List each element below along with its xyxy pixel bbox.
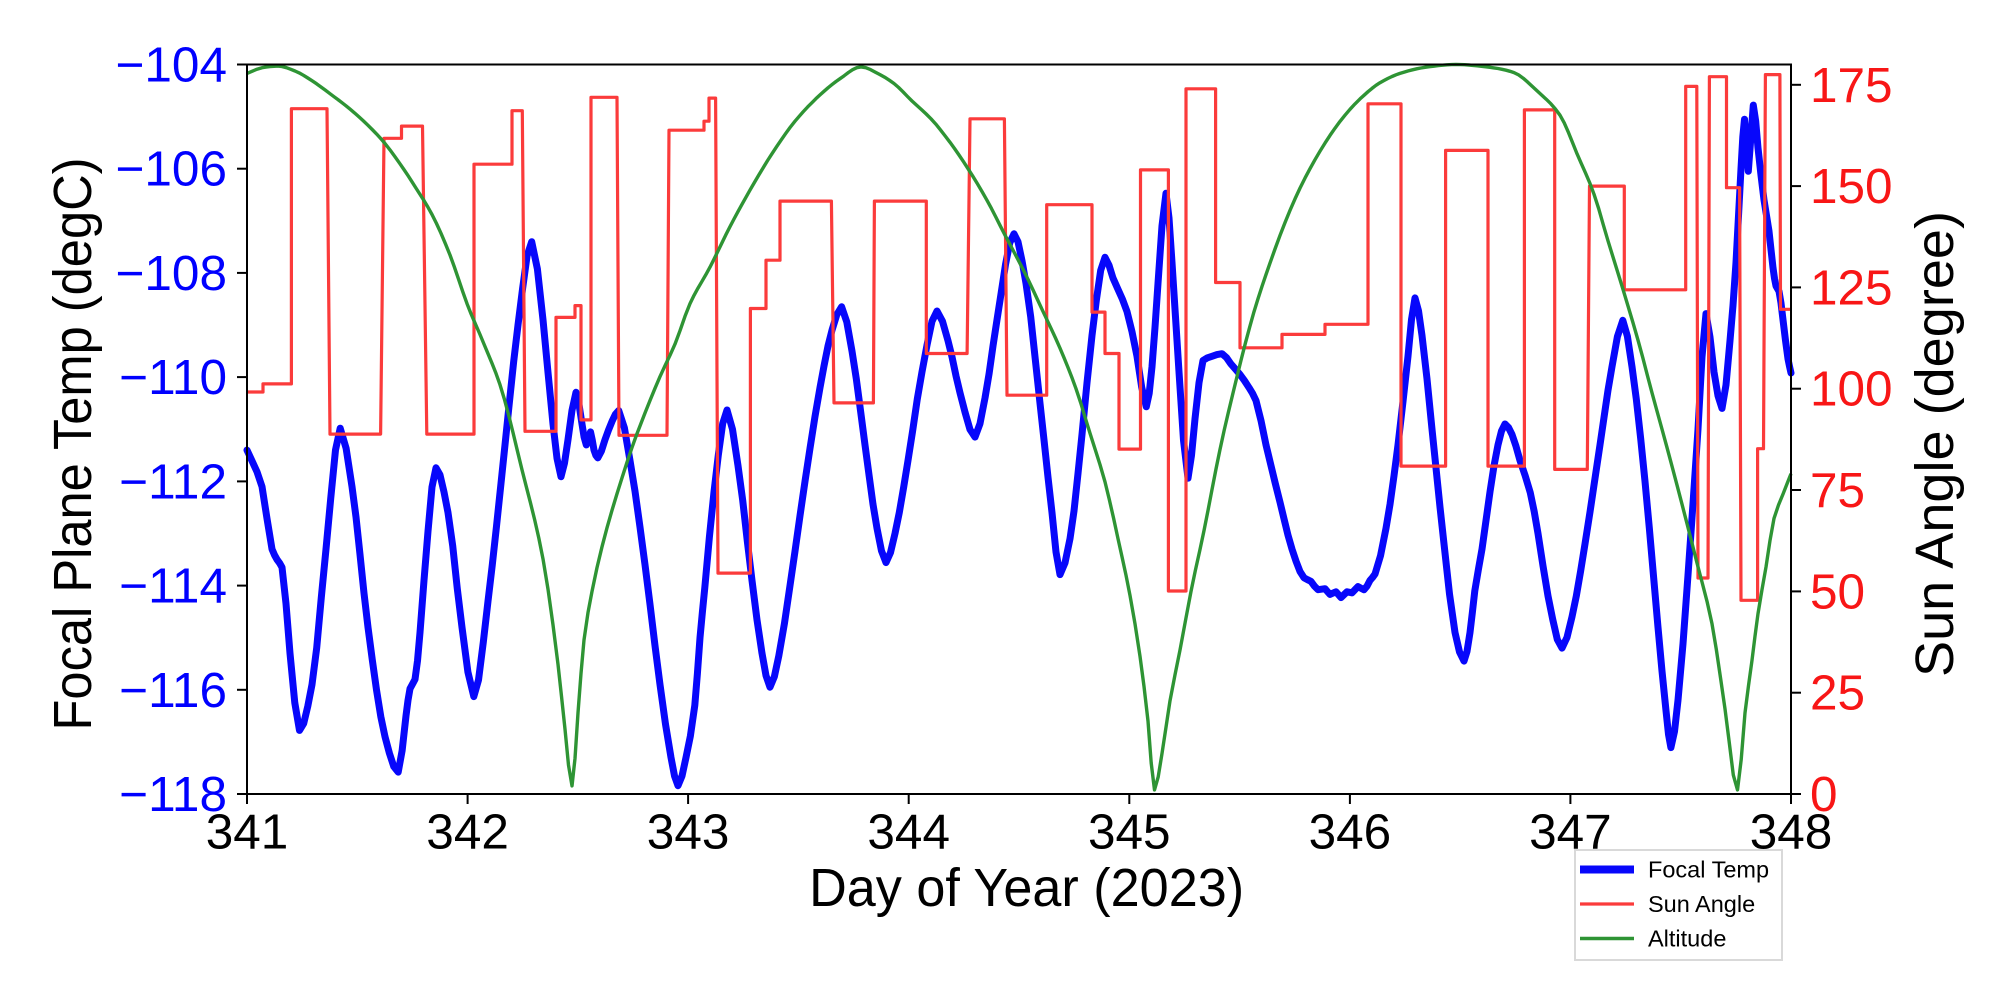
svg-text:175: 175 <box>1810 58 1893 113</box>
svg-text:344: 344 <box>867 805 950 860</box>
svg-text:125: 125 <box>1810 260 1893 315</box>
svg-text:−114: −114 <box>119 559 227 614</box>
svg-text:75: 75 <box>1810 463 1865 518</box>
svg-text:341: 341 <box>206 805 289 860</box>
svg-text:Day of Year (2023): Day of Year (2023) <box>809 858 1244 918</box>
svg-text:25: 25 <box>1810 666 1865 721</box>
svg-text:346: 346 <box>1309 805 1392 860</box>
svg-text:−110: −110 <box>119 350 227 405</box>
svg-text:Sun Angle: Sun Angle <box>1648 891 1755 917</box>
svg-text:0: 0 <box>1810 767 1838 822</box>
svg-text:−108: −108 <box>116 246 228 301</box>
svg-text:−106: −106 <box>116 142 228 197</box>
svg-text:Focal Plane Temp (degC): Focal Plane Temp (degC) <box>43 158 103 731</box>
svg-text:−116: −116 <box>119 663 227 718</box>
svg-text:−118: −118 <box>119 767 227 822</box>
svg-text:150: 150 <box>1810 159 1893 214</box>
svg-text:342: 342 <box>426 805 509 860</box>
svg-text:50: 50 <box>1810 564 1865 619</box>
svg-text:345: 345 <box>1088 805 1171 860</box>
svg-text:−104: −104 <box>116 38 228 93</box>
svg-text:100: 100 <box>1810 362 1893 417</box>
svg-text:Altitude: Altitude <box>1648 926 1726 952</box>
svg-text:−112: −112 <box>119 454 227 509</box>
svg-text:343: 343 <box>647 805 730 860</box>
svg-text:Focal Temp: Focal Temp <box>1648 857 1769 883</box>
svg-text:Sun Angle (degree): Sun Angle (degree) <box>1905 211 1965 677</box>
